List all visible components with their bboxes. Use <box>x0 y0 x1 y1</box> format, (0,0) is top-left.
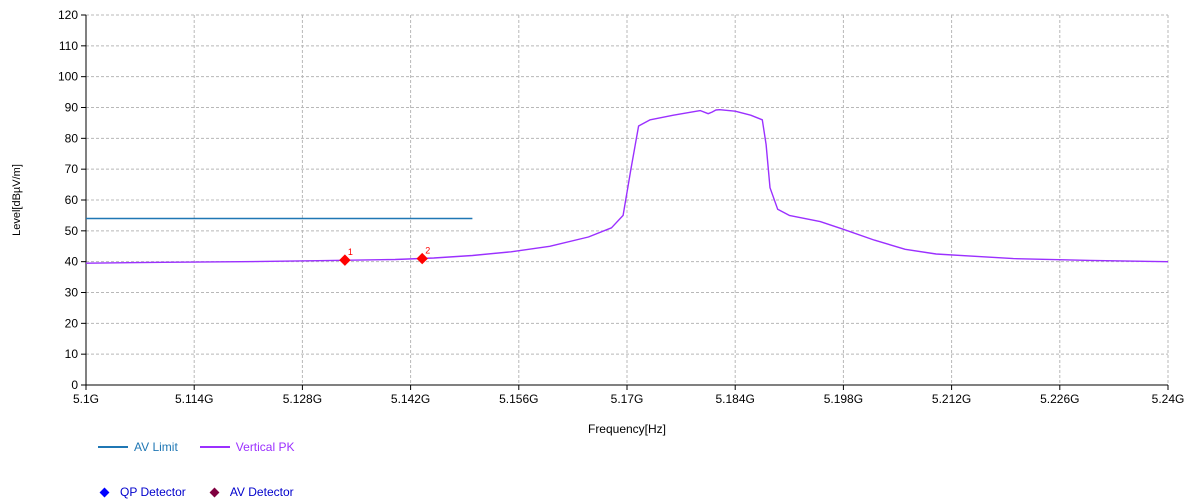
qp-diamond-icon <box>99 487 110 497</box>
marker-1 <box>339 254 351 266</box>
legend-swatch <box>98 446 128 448</box>
x-tick-label: 5.212G <box>932 392 971 406</box>
x-tick-label: 5.128G <box>283 392 322 406</box>
y-tick-label: 60 <box>65 193 79 207</box>
x-tick-label: 5.156G <box>499 392 538 406</box>
y-tick-label: 110 <box>59 39 78 53</box>
legend-swatch <box>199 446 230 448</box>
y-tick-label: 80 <box>65 131 79 145</box>
x-tick-label: 5.198G <box>824 392 863 406</box>
marker-label-2: 2 <box>425 246 430 256</box>
legend-item-av-detector: AV Detector <box>208 485 294 499</box>
y-tick-label: 20 <box>65 316 79 330</box>
x-tick-label: 5.24G <box>1152 392 1185 406</box>
y-tick-label: 30 <box>65 286 79 300</box>
y-tick-label: 40 <box>65 255 79 269</box>
x-tick-label: 5.17G <box>611 392 644 406</box>
x-tick-labels: 5.1G 5.114G 5.128G 5.142G 5.156G 5.17G 5.184G 5… <box>73 392 1184 406</box>
x-tick-label: 5.142G <box>391 392 430 406</box>
av-diamond-icon <box>209 487 220 497</box>
y-tick-label: 50 <box>65 224 79 238</box>
x-tick-label: 5.184G <box>716 392 755 406</box>
y-tick-label: 10 <box>65 347 79 361</box>
y-tick-label: 70 <box>65 162 79 176</box>
y-tick-label: 100 <box>58 70 78 84</box>
legend-item-qp-detector: QP Detector <box>98 485 186 499</box>
legend-item-vertical-pk: Vertical PK <box>199 440 295 454</box>
legend-label: Vertical PK <box>235 440 295 454</box>
x-tick-label: 5.114G <box>175 392 213 406</box>
legend-label: AV Limit <box>134 440 178 454</box>
series-legend: AV Limit Vertical PK <box>98 440 317 454</box>
y-tick-labels: 0 10 20 30 40 50 60 70 80 90 100 110 120 <box>58 8 78 392</box>
detector-legend: QP Detector AV Detector <box>98 485 316 499</box>
legend-label: AV Detector <box>229 485 294 499</box>
x-tick-label: 5.1G <box>73 392 99 406</box>
series-lines <box>85 108 1169 264</box>
marker-2 <box>416 252 428 265</box>
marker-label-1: 1 <box>348 247 353 257</box>
y-tick-label: 0 <box>71 378 78 392</box>
legend-item-av-limit: AV Limit <box>98 440 178 454</box>
legend-label: QP Detector <box>120 485 186 499</box>
x-axis-label: Frequency[Hz] <box>588 422 666 436</box>
series-line-vertical-pk <box>85 108 1169 264</box>
grid-lines <box>86 14 1169 385</box>
y-axis-label: Level[dBµV/m] <box>11 164 23 236</box>
y-tick-label: 120 <box>58 8 78 22</box>
axes <box>81 14 1169 390</box>
y-tick-label: 90 <box>65 101 79 115</box>
x-tick-label: 5.226G <box>1040 392 1079 406</box>
